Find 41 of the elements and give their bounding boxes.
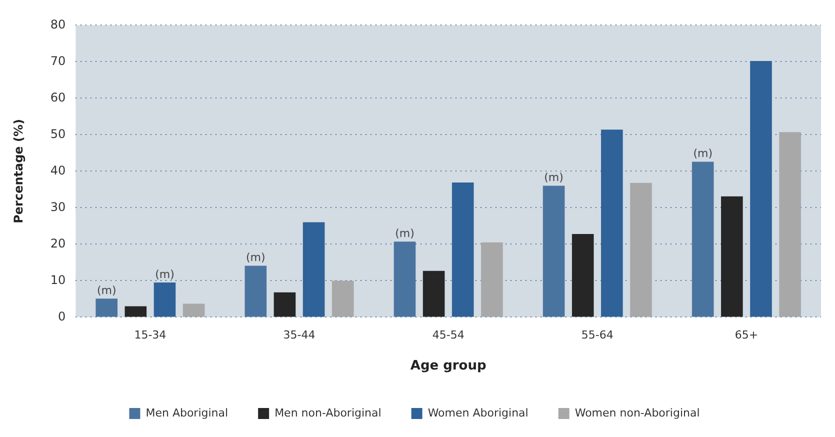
bar [750,60,772,317]
bar [601,130,623,317]
y-tick-label: 0 [58,309,66,324]
bar [572,234,594,317]
y-tick-label: 50 [50,126,66,141]
x-tick-label: 15-34 [134,328,166,342]
bar [182,304,205,317]
bar [274,292,296,317]
bar [481,242,503,317]
legend-label: Men Aboriginal [146,406,228,420]
x-tick-label: 35-44 [283,328,316,342]
data-label: (m) [96,284,116,297]
bar [630,182,652,317]
data-label: (m) [155,268,174,281]
y-axis-title: Percentage (%) [11,119,26,224]
legend-label: Women Aboriginal [428,406,528,420]
bar [779,132,801,317]
bar [332,280,354,317]
y-tick-label: 40 [50,163,66,178]
data-label: (m) [395,227,414,240]
legend-label: Men non-Aboriginal [274,406,382,420]
y-tick-label: 60 [50,90,66,104]
data-label: (m) [693,147,713,160]
x-tick-label: 65+ [734,328,758,342]
bar [721,196,743,317]
legend-label: Women non-Aboriginal [574,406,700,420]
y-tick-label: 20 [50,236,66,250]
bar [422,270,445,317]
y-tick-label: 70 [50,54,66,68]
y-tick-label: 30 [50,200,66,214]
y-tick-label: 10 [50,272,66,287]
bar [452,182,474,317]
bar [124,306,147,317]
x-tick-label: 45-54 [432,328,464,342]
x-tick-label: 55-64 [581,328,614,342]
bar [302,222,325,317]
data-label: (m) [246,251,266,264]
data-label: (m) [544,171,564,184]
bar [154,282,176,317]
x-axis-title: Age group [410,358,486,374]
y-tick-label: 80 [50,17,66,32]
